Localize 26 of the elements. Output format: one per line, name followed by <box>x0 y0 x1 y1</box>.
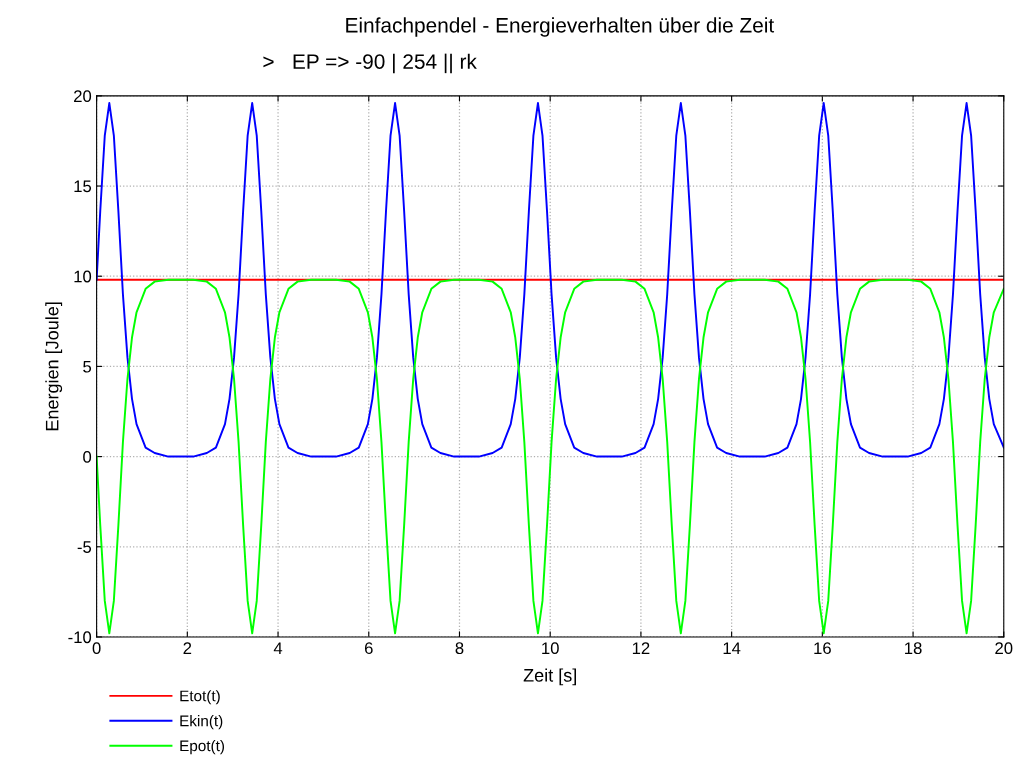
x-tick-label: 10 <box>542 642 559 655</box>
x-tick-label: 2 <box>183 642 192 654</box>
x-tick-label: 6 <box>364 642 373 655</box>
x-tick-label: 18 <box>905 642 922 655</box>
chart-title: Einfachpendel - Energieverhalten über die Zeit <box>346 17 775 37</box>
x-axis-title: Zeit [s] <box>523 668 576 686</box>
y-axis-title: Energien [Joule] <box>45 302 63 431</box>
x-tick-label: 14 <box>723 642 741 654</box>
legend-label: Epot(t) <box>180 740 225 755</box>
y-tick-label: 15 <box>74 180 92 193</box>
y-tick-label: 20 <box>74 90 92 103</box>
y-tick-label: 10 <box>74 270 92 283</box>
x-tick-label: 20 <box>995 642 1013 655</box>
y-tick-label: 0 <box>83 450 92 463</box>
x-tick-label: 8 <box>455 642 464 655</box>
x-tick-label: 4 <box>273 642 283 654</box>
x-tick-label: 16 <box>814 642 831 655</box>
y-tick-label: -10 <box>68 631 92 644</box>
y-tick-label: 5 <box>83 360 92 373</box>
legend-label: Ekin(t) <box>180 715 223 730</box>
x-tick-label: 0 <box>92 642 101 655</box>
line-series <box>96 102 1004 458</box>
y-tick-label: -5 <box>77 541 92 553</box>
chart-subtitle: > EP => -90 | 254 || rk <box>263 53 477 74</box>
x-tick-label: 12 <box>632 642 650 654</box>
legend-label: Etot(t) <box>180 690 220 705</box>
